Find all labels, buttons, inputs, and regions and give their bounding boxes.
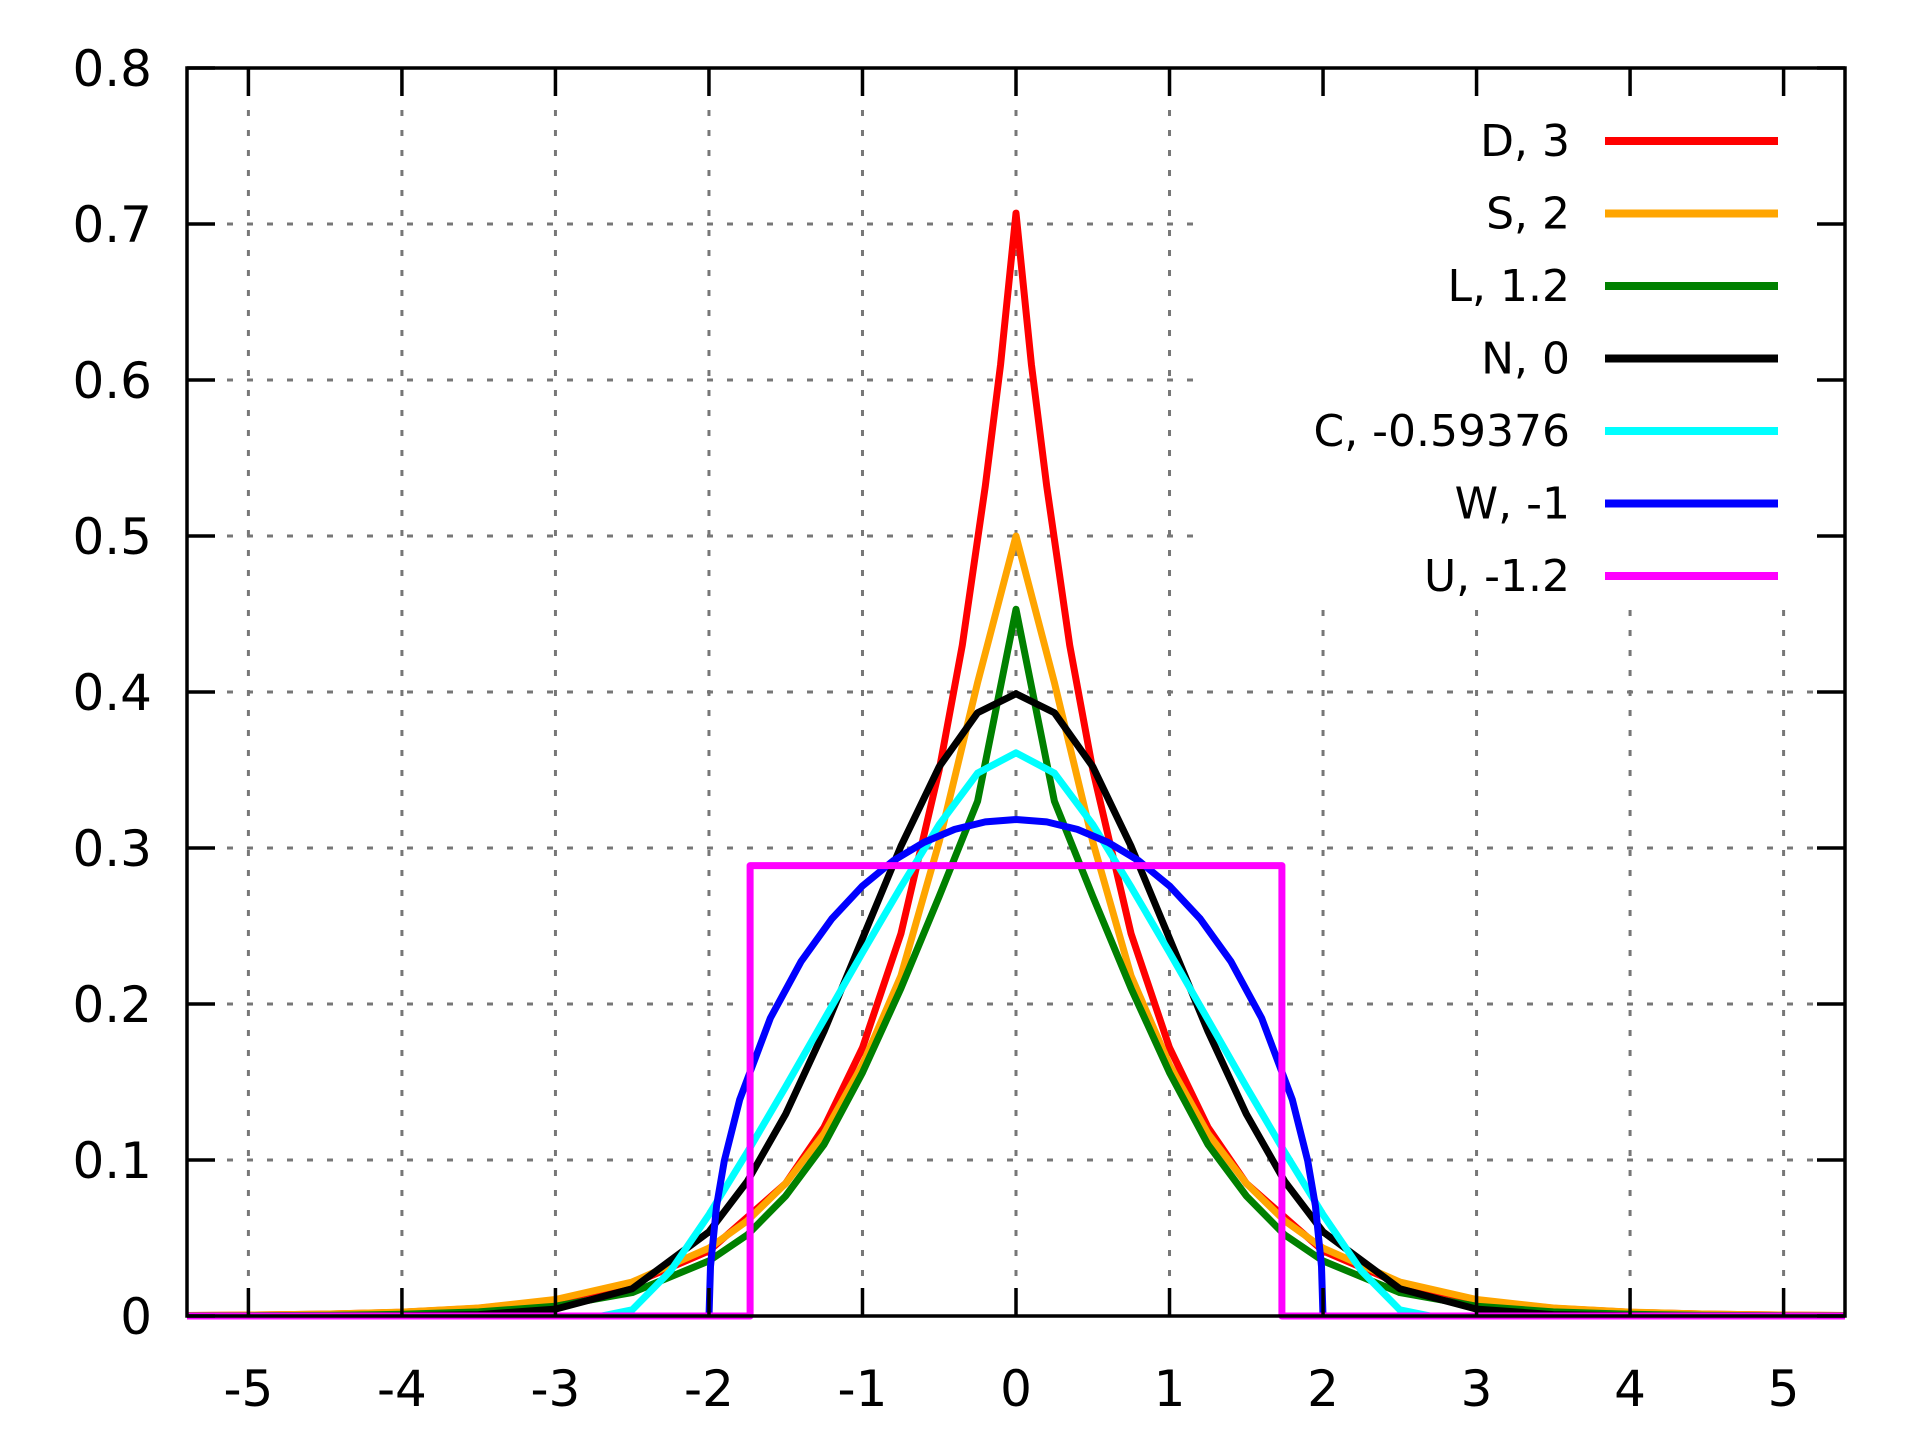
x-tick-label: 3 [1461, 1360, 1493, 1418]
legend-label-2: S, 2 [1486, 189, 1570, 240]
y-tick-label: 0.3 [72, 820, 152, 878]
x-tick-label: -5 [223, 1360, 273, 1418]
x-tick-label: -3 [531, 1360, 581, 1418]
x-tick-label: -2 [684, 1360, 734, 1418]
legend: D, 3 S, 2 L, 1.2 N, 0 C, -0.59376 W, -1 U, -1.… [1313, 116, 1778, 602]
x-tick-label: 1 [1154, 1360, 1186, 1418]
grid-lines [187, 68, 1845, 1316]
x-tick-label: -1 [838, 1360, 888, 1418]
legend-label-6: W, -1 [1455, 479, 1570, 530]
y-tick-label: 0.1 [72, 1132, 152, 1190]
legend-label-3: L, 1.2 [1448, 261, 1570, 312]
y-tick-label: 0.2 [72, 976, 152, 1034]
x-tick-label: 2 [1307, 1360, 1339, 1418]
y-tick-label: 0.6 [72, 352, 152, 410]
y-tick-label: 0.7 [72, 196, 152, 254]
x-tick-label: 4 [1614, 1360, 1646, 1418]
y-tick-label: 0.5 [72, 508, 152, 566]
legend-label-5: C, -0.59376 [1313, 406, 1570, 457]
axes: -5 -4 -3 -2 -1 0 1 2 3 4 5 0 0.1 0.2 0.3 0.4 0.5 0.6 0.7 0.… [72, 40, 1847, 1418]
y-tick-label: 0.4 [72, 664, 152, 722]
x-tick-label: 0 [1000, 1360, 1032, 1418]
y-tick-label: 0.8 [72, 40, 152, 98]
legend-label-1: D, 3 [1480, 116, 1570, 167]
series-line-5 [187, 749, 1845, 1320]
x-tick-label: 5 [1768, 1360, 1800, 1418]
y-tick-label: 0 [120, 1288, 152, 1346]
legend-label-4: N, 0 [1481, 334, 1570, 385]
x-tick-label: -4 [377, 1360, 427, 1418]
legend-label-7: U, -1.2 [1424, 551, 1570, 602]
